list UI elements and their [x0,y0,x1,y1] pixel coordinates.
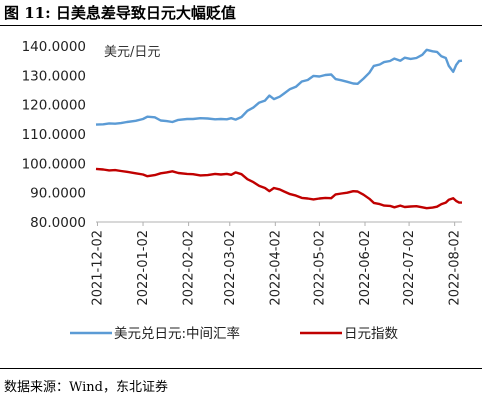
x-tick-label: 2021-12-02 [90,230,105,306]
x-tick-label: 2022-03-02 [223,230,238,306]
line-chart: 140.0000 130.0000 120.0000 110.0000 100.0000… [22,39,463,342]
source-rule [0,368,482,369]
y-axis: 140.0000 130.0000 120.0000 110.0000 100.0000… [22,39,86,231]
x-tick-label: 2022-06-02 [358,230,373,306]
legend-label-2: 日元指数 [344,326,398,342]
x-tick-label: 2022-05-02 [312,230,327,306]
y-tick-label: 100.0000 [22,156,86,172]
unit-label: 美元/日元 [104,45,160,60]
figure-title: 图 11: 日美息差导致日元大幅贬值 [4,4,236,22]
y-tick-label: 110.0000 [22,127,86,143]
x-tick-label: 2022-01-02 [136,230,151,306]
x-tick-label: 2022-02-02 [182,230,197,306]
x-tick-label: 2022-07-02 [402,230,417,306]
x-tick-label: 2022-04-02 [268,230,283,306]
series-line-2 [95,167,462,210]
y-tick-label: 80.0000 [30,215,86,231]
legend-label-1: 美元兑日元:中间汇率 [114,325,240,342]
legend: 美元兑日元:中间汇率 日元指数 [70,325,398,342]
y-tick-label: 120.0000 [22,98,86,114]
x-axis: 2021-12-02 2022-01-02 2022-02-02 2022-03-02… [90,222,463,306]
y-tick-label: 130.0000 [22,68,86,84]
y-tick-label: 140.0000 [22,39,86,55]
source-note: 数据来源：Wind，东北证券 [4,380,168,395]
x-tick-label: 2022-08-02 [448,230,463,306]
series-line-1 [95,48,463,126]
y-tick-label: 90.0000 [30,186,86,202]
title-rule [0,25,482,26]
series-group [95,48,463,210]
